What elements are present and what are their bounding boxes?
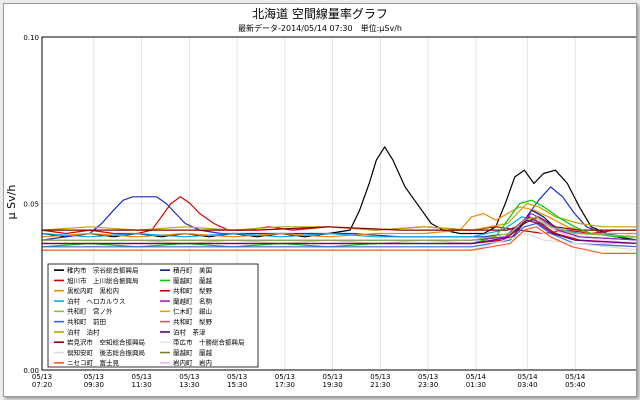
- x-tick-label-time: 11:30: [131, 381, 151, 389]
- x-tick-label-time: 09:30: [84, 381, 104, 389]
- axes: 05/1307:2005/1309:3005/1311:3005/1313:30…: [23, 34, 585, 389]
- legend-label: 蘭越町 蘭越: [173, 348, 213, 357]
- legend-label: 岩内町 岩内: [173, 358, 212, 367]
- y-tick-label: 0.05: [23, 201, 39, 209]
- x-tick-label-time: 05:40: [565, 381, 585, 389]
- legend-label: 旭川市 上川総合振興局: [67, 276, 139, 285]
- legend-label: 共和町 宮ノ外: [67, 307, 113, 316]
- x-tick-label-date: 05/13: [179, 373, 199, 381]
- legend-label: 泊村 茶津: [173, 327, 206, 336]
- x-tick-label-date: 05/13: [84, 373, 104, 381]
- legend-label: 岩見沢市 空知総合振興局: [67, 338, 145, 347]
- legend-label: 共和町 梨野: [173, 317, 213, 326]
- chart-subtitle: 最新データ-2014/05/14 07:30 単位:μSv/h: [238, 23, 402, 33]
- series-line: [41, 202, 636, 231]
- y-tick-label: 0.10: [23, 34, 39, 42]
- x-tick-label-date: 05/13: [323, 373, 343, 381]
- x-tick-label-time: 07:20: [32, 381, 52, 389]
- line-chart: 北海道 空間線量率グラフ 最新データ-2014/05/14 07:30 単位:μ…: [5, 6, 636, 389]
- chart-title: 北海道 空間線量率グラフ: [252, 6, 388, 21]
- legend-label: 蘭越町 名駒: [173, 296, 213, 305]
- legend-box: [47, 263, 259, 368]
- legend-label: 帯広市 十勝総合振興局: [173, 338, 245, 347]
- series-line: [42, 222, 636, 248]
- x-tick-label-time: 19:30: [323, 381, 343, 389]
- x-tick-label-date: 05/13: [32, 373, 52, 381]
- series-line: [42, 226, 636, 254]
- series-line: [42, 216, 636, 241]
- x-tick-label-date: 05/13: [131, 373, 151, 381]
- legend-label: 積丹町 美国: [173, 265, 212, 274]
- x-tick-label-date: 05/14: [517, 373, 538, 381]
- series-line: [41, 216, 636, 238]
- x-tick-label-date: 05/13: [418, 373, 438, 381]
- x-tick-label-time: 15:30: [227, 381, 247, 389]
- x-tick-label-date: 05/13: [275, 373, 295, 381]
- legend-label: 共和町 前田: [67, 317, 106, 326]
- x-tick-label-time: 01:30: [466, 381, 486, 389]
- x-tick-label-date: 05/14: [565, 373, 586, 381]
- series-line: [41, 206, 636, 238]
- y-tick-label: 0.00: [23, 367, 39, 375]
- x-tick-label-time: 21:30: [370, 381, 390, 389]
- series-line: [42, 219, 636, 245]
- series-line: [42, 216, 636, 231]
- plot-area: [41, 36, 636, 371]
- x-tick-label-date: 05/14: [466, 373, 487, 381]
- y-axis-label: μ Sv/h: [5, 185, 18, 220]
- x-tick-label-time: 03:40: [517, 381, 537, 389]
- series-line: [41, 146, 636, 241]
- legend-label: 共和町 梨野: [173, 286, 213, 295]
- x-tick-label-date: 05/13: [227, 373, 247, 381]
- legend-label: 泊村 ヘロカルウス: [67, 296, 126, 305]
- legend-label: 泊村 泊村: [67, 327, 100, 336]
- legend-label: 倶知安町 後志総合振興局: [67, 348, 145, 357]
- legend-label: 蘭越町 蘭越: [173, 276, 213, 285]
- grid: [41, 37, 636, 370]
- legend-label: 黒松内町 黒松内: [67, 286, 119, 295]
- x-tick-label-time: 23:30: [418, 381, 438, 389]
- legend-label: ニセコ町 富士見: [67, 358, 120, 367]
- chart-frame: 北海道 空間線量率グラフ 最新データ-2014/05/14 07:30 単位:μ…: [3, 3, 637, 397]
- x-tick-label-time: 13:30: [179, 381, 199, 389]
- series-lines: [41, 146, 636, 254]
- x-tick-label-time: 17:30: [275, 381, 295, 389]
- legend-label: 仁木町 銀山: [173, 307, 212, 316]
- legend-label: 稚内市 宗谷総合振興局: [67, 265, 139, 274]
- x-tick-label-date: 05/13: [370, 373, 390, 381]
